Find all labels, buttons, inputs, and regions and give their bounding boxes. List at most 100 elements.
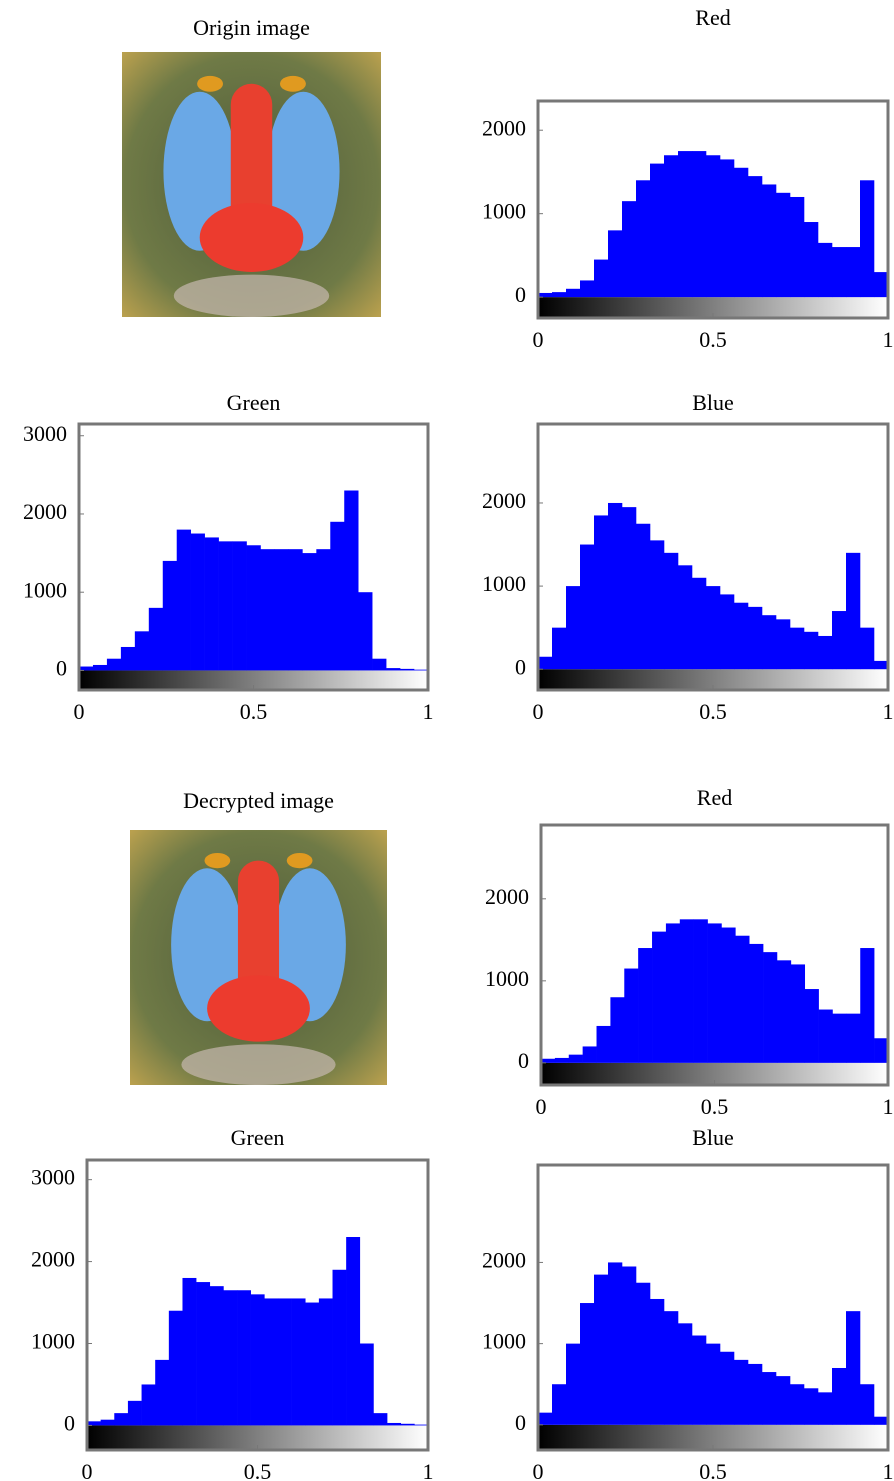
histogram-bar [622, 1266, 637, 1425]
histogram-bar [818, 635, 833, 670]
histogram-bar [622, 507, 637, 670]
histogram-bar [678, 1323, 693, 1425]
y-tick-label: 0 [64, 1410, 75, 1435]
histogram-bar [580, 280, 595, 298]
histogram-bar [566, 288, 581, 298]
histogram-bar [344, 490, 359, 671]
histogram-bar [332, 1269, 347, 1426]
panel-title: Blue [692, 390, 734, 415]
histogram-bar [596, 1025, 611, 1063]
histogram-bar [636, 180, 651, 298]
histogram-bar [804, 631, 819, 670]
x-tick-label: 1 [883, 327, 894, 352]
histogram-bar [538, 656, 553, 670]
histogram-bar [818, 1392, 833, 1425]
histogram-bar [624, 968, 639, 1063]
histogram-bar [196, 1282, 211, 1426]
histogram-bar [302, 553, 317, 671]
histogram-bar [707, 923, 722, 1063]
histogram-bar [79, 666, 94, 671]
histogram-bar [594, 515, 609, 670]
x-tick-label: 0 [533, 327, 544, 352]
x-tick-label: 1 [423, 1459, 434, 1481]
muzzle [207, 975, 310, 1042]
x-tick-label: 0.5 [701, 1094, 729, 1119]
x-tick-label: 0 [74, 699, 85, 724]
y-tick-label: 1000 [482, 571, 526, 596]
histogram-bar [318, 1298, 333, 1426]
histogram-bar [608, 1262, 623, 1425]
histogram-bar [692, 577, 707, 670]
eye-right [286, 852, 313, 869]
histogram-bar [538, 292, 553, 298]
histogram-bar [832, 611, 847, 670]
cheek-left [163, 91, 236, 251]
histogram-bar [237, 1290, 251, 1426]
histogram-bar [541, 1058, 556, 1063]
histogram-bar [832, 1013, 847, 1063]
histogram-bar [92, 664, 108, 671]
beard [173, 274, 330, 317]
histogram-bar [400, 1423, 415, 1426]
gray-colorbar [79, 670, 428, 690]
x-tick-label: 1 [883, 1094, 894, 1119]
histogram-bar [260, 549, 275, 671]
histogram-bar [846, 552, 861, 670]
image-panel: Decrypted image [130, 788, 387, 1085]
histogram-bar [790, 627, 805, 670]
histogram-bar [552, 1384, 567, 1425]
histogram-bar [358, 592, 373, 671]
muzzle [199, 203, 304, 272]
histogram-bar [608, 230, 623, 298]
histogram-bar [538, 1412, 553, 1425]
histogram-bar [748, 1363, 763, 1425]
histogram-bar [291, 1298, 306, 1426]
histogram-bar [330, 521, 345, 671]
histogram-bar [664, 155, 679, 298]
x-tick-label: 0.5 [244, 1459, 272, 1481]
histogram-bar [582, 1046, 597, 1063]
histogram-bar [610, 997, 625, 1063]
y-tick-label: 0 [515, 654, 526, 679]
histogram-bar [250, 1294, 265, 1426]
y-tick-label: 0 [515, 282, 526, 307]
histogram-panel: 0 1000 2000 0 0.5 1 Blue [482, 1125, 894, 1481]
histogram-bar [678, 151, 693, 298]
histogram-bar [874, 272, 889, 298]
x-tick-label: 0.5 [240, 699, 268, 724]
histogram-bar [860, 1384, 875, 1425]
histogram-bar [346, 1237, 361, 1426]
y-tick-label: 1000 [23, 577, 67, 602]
x-tick-label: 0.5 [699, 699, 727, 724]
y-tick-label: 2000 [482, 1247, 526, 1272]
histogram-bar [818, 1009, 833, 1063]
y-tick-label: 1000 [485, 966, 529, 991]
histogram-bar [100, 1419, 115, 1426]
histogram-bar [176, 529, 191, 671]
histogram-bar [387, 1422, 402, 1426]
histogram-panel: 0 1000 2000 0 0.5 1 Red [485, 785, 894, 1119]
histogram-bar [734, 602, 749, 670]
histogram-bar [734, 1359, 749, 1425]
y-tick-label: 2000 [482, 115, 526, 140]
histogram-bar [763, 952, 778, 1063]
histogram-bar [580, 1303, 595, 1425]
y-tick-label: 0 [518, 1048, 529, 1073]
y-tick-label: 2000 [485, 884, 529, 909]
histogram-bar [720, 1351, 735, 1425]
histogram-bar [134, 631, 150, 671]
histogram-bar [804, 989, 819, 1063]
histogram-bar [706, 586, 721, 670]
histogram-bar [386, 668, 401, 671]
y-tick-label: 1000 [482, 1329, 526, 1354]
histogram-bar [87, 1421, 101, 1426]
histogram-bar [223, 1290, 238, 1426]
y-tick-label: 2000 [23, 499, 67, 524]
histogram-bar [568, 1054, 583, 1063]
histogram-bar [414, 1424, 429, 1426]
x-tick-label: 0.5 [699, 1459, 727, 1481]
histogram-bar [359, 1343, 374, 1426]
histogram-bar [305, 1302, 320, 1426]
histogram-bar [832, 1367, 847, 1425]
